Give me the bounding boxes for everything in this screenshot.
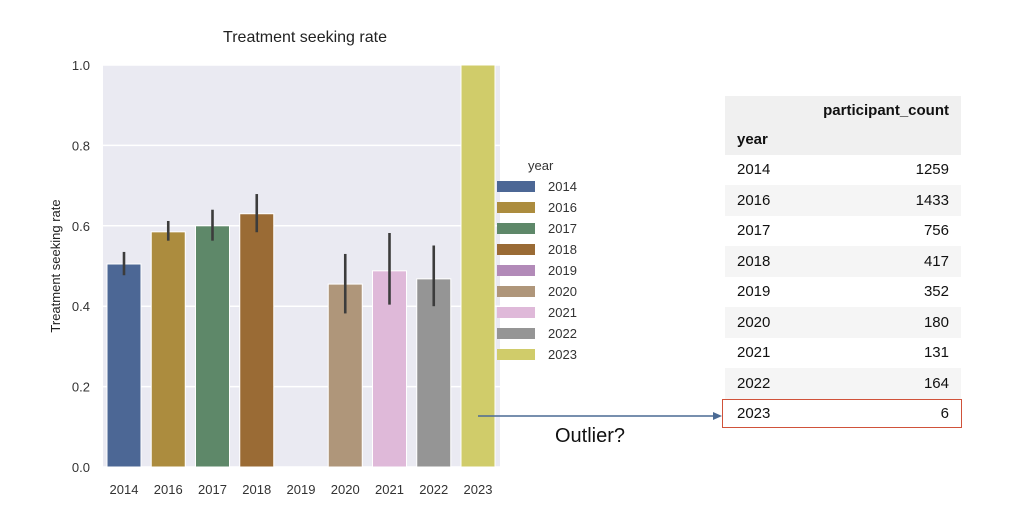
legend-swatch xyxy=(497,265,535,276)
count-cell: 417 xyxy=(790,246,961,277)
index-header: year xyxy=(725,124,791,155)
year-cell: 2022 xyxy=(725,368,791,399)
year-cell: 2019 xyxy=(737,283,771,301)
count-cell: 180 xyxy=(790,307,961,338)
outlier-highlight-box xyxy=(722,399,962,428)
index-header-blank xyxy=(790,124,961,155)
y-tick-label: 0.4 xyxy=(72,299,90,314)
legend-swatch xyxy=(497,181,535,192)
x-tick-label: 2020 xyxy=(331,482,360,497)
count-cell: 756 xyxy=(923,222,949,240)
bar-2014 xyxy=(106,263,142,468)
table-row: 2019 352 xyxy=(725,277,961,308)
x-tick-label: 2021 xyxy=(375,482,404,497)
table-row: 2021 131 xyxy=(725,338,961,369)
table-row: 2018 417 xyxy=(725,246,961,277)
year-cell: 2023 xyxy=(737,405,771,423)
table-row: 2014 1259 xyxy=(725,155,961,186)
bar-2023 xyxy=(460,64,496,468)
legend-label: 2019 xyxy=(548,263,577,278)
legend-swatch xyxy=(497,202,535,213)
legend-label: 2017 xyxy=(548,221,577,236)
y-tick-label: 0.6 xyxy=(72,219,90,234)
legend-swatch xyxy=(497,244,535,255)
bar-2016 xyxy=(150,231,186,468)
x-tick-label: 2016 xyxy=(154,482,183,497)
table-row: 2016 1433 xyxy=(725,185,961,216)
legend-label: 2023 xyxy=(548,347,577,362)
year-cell: 2020 xyxy=(725,307,791,338)
count-cell: 6 xyxy=(940,405,949,423)
table-row: 2022 164 xyxy=(725,368,961,399)
year-cell: 2021 xyxy=(737,344,771,362)
chart-title: Treatment seeking rate xyxy=(223,29,387,46)
legend-label: 2022 xyxy=(548,326,577,341)
count-cell: 352 xyxy=(923,283,949,301)
x-tick-label: 2018 xyxy=(242,482,271,497)
bar-2020 xyxy=(327,283,363,468)
table-row: 2023 6 xyxy=(725,399,961,430)
x-tick-label: 2023 xyxy=(464,482,493,497)
count-cell: 164 xyxy=(790,368,961,399)
index-header-blank xyxy=(725,96,791,124)
legend-label: 2018 xyxy=(548,242,577,257)
x-tick-label: 2014 xyxy=(110,482,139,497)
y-tick-label: 0.8 xyxy=(72,138,90,153)
bar-2018 xyxy=(239,213,275,468)
count-cell: 1433 xyxy=(790,185,961,216)
arrow-head-icon xyxy=(713,412,722,420)
x-tick-label: 2022 xyxy=(419,482,448,497)
y-tick-label: 0.2 xyxy=(72,380,90,395)
y-axis-label: Treatment seeking rate xyxy=(48,199,63,332)
y-tick-label: 0.0 xyxy=(72,460,90,475)
year-cell: 2014 xyxy=(737,161,771,179)
count-cell: 1259 xyxy=(915,161,949,179)
participant-count-table: participant_count year 2014 1259 2016 1433 2… xyxy=(725,96,961,429)
outlier-annotation: Outlier? xyxy=(555,425,626,447)
table-row: 2017 756 xyxy=(725,216,961,247)
legend-swatch xyxy=(497,349,535,360)
legend-swatch xyxy=(497,223,535,234)
column-header: participant_count xyxy=(790,96,961,124)
year-cell: 2016 xyxy=(725,185,791,216)
legend-label: 2020 xyxy=(548,284,577,299)
legend-label: 2016 xyxy=(548,200,577,215)
legend-swatch xyxy=(497,328,535,339)
legend-label: 2014 xyxy=(548,179,577,194)
count-cell: 131 xyxy=(923,344,949,362)
y-tick-label: 1.0 xyxy=(72,58,90,73)
bar-2022 xyxy=(416,278,452,468)
x-tick-label: 2017 xyxy=(198,482,227,497)
table-row: 2020 180 xyxy=(725,307,961,338)
legend-label: 2021 xyxy=(548,305,577,320)
bar-2017 xyxy=(195,225,230,468)
year-cell: 2017 xyxy=(737,222,771,240)
legend-swatch xyxy=(497,307,535,318)
legend-swatch xyxy=(497,286,535,297)
legend-title: year xyxy=(528,158,554,173)
x-tick-label: 2019 xyxy=(287,482,316,497)
year-cell: 2018 xyxy=(725,246,791,277)
